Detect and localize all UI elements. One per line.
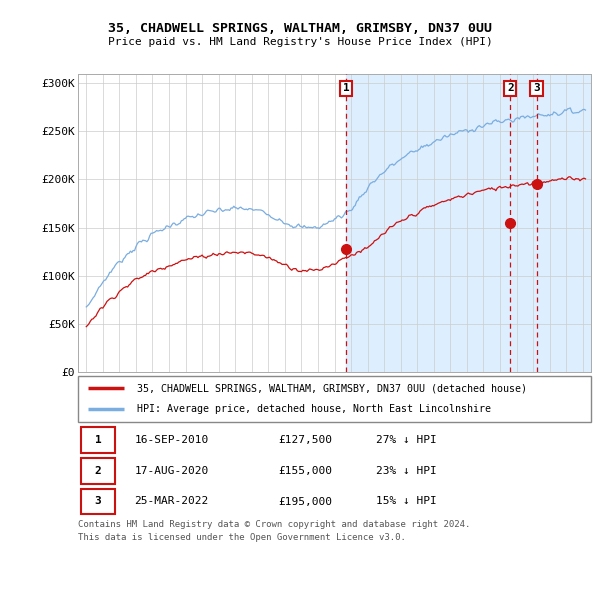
Text: 3: 3 bbox=[95, 497, 101, 506]
FancyBboxPatch shape bbox=[80, 427, 115, 453]
Text: 25-MAR-2022: 25-MAR-2022 bbox=[134, 497, 209, 506]
Text: This data is licensed under the Open Government Licence v3.0.: This data is licensed under the Open Gov… bbox=[78, 533, 406, 542]
Text: 2: 2 bbox=[507, 83, 514, 93]
Text: 27% ↓ HPI: 27% ↓ HPI bbox=[376, 435, 436, 445]
FancyBboxPatch shape bbox=[80, 489, 115, 514]
Text: Contains HM Land Registry data © Crown copyright and database right 2024.: Contains HM Land Registry data © Crown c… bbox=[78, 520, 470, 529]
Text: 35, CHADWELL SPRINGS, WALTHAM, GRIMSBY, DN37 0UU: 35, CHADWELL SPRINGS, WALTHAM, GRIMSBY, … bbox=[108, 22, 492, 35]
Text: HPI: Average price, detached house, North East Lincolnshire: HPI: Average price, detached house, Nort… bbox=[137, 404, 491, 414]
Bar bbox=[346, 74, 591, 372]
Text: 35, CHADWELL SPRINGS, WALTHAM, GRIMSBY, DN37 0UU (detached house): 35, CHADWELL SPRINGS, WALTHAM, GRIMSBY, … bbox=[137, 384, 527, 394]
Text: 15% ↓ HPI: 15% ↓ HPI bbox=[376, 497, 436, 506]
Text: £155,000: £155,000 bbox=[278, 466, 332, 476]
FancyBboxPatch shape bbox=[80, 458, 115, 484]
Text: 2: 2 bbox=[95, 466, 101, 476]
Text: Price paid vs. HM Land Registry's House Price Index (HPI): Price paid vs. HM Land Registry's House … bbox=[107, 37, 493, 47]
Text: 16-SEP-2010: 16-SEP-2010 bbox=[134, 435, 209, 445]
Text: 1: 1 bbox=[343, 83, 350, 93]
Text: 17-AUG-2020: 17-AUG-2020 bbox=[134, 466, 209, 476]
Text: £195,000: £195,000 bbox=[278, 497, 332, 506]
Text: 1: 1 bbox=[95, 435, 101, 445]
Text: 3: 3 bbox=[533, 83, 540, 93]
Text: 23% ↓ HPI: 23% ↓ HPI bbox=[376, 466, 436, 476]
Text: £127,500: £127,500 bbox=[278, 435, 332, 445]
